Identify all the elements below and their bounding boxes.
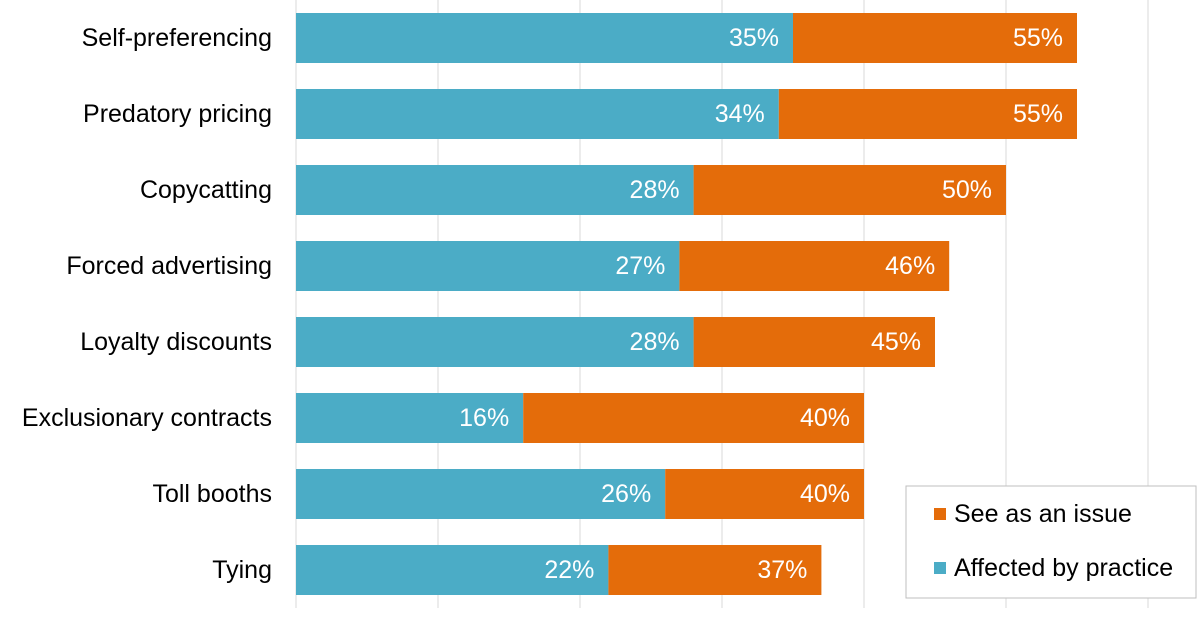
data-label: 46% [885,252,935,280]
bar-affected [296,317,694,367]
bar-affected [296,469,666,519]
category-label: Self-preferencing [82,24,272,52]
data-label: 55% [1013,24,1063,52]
category-labels: Self-preferencing Predatory pricing Copyca… [22,24,272,584]
category-label: Tying [212,556,272,584]
category-label: Forced advertising [66,252,272,280]
bar-affected [296,241,680,291]
data-label: 34% [715,100,765,128]
data-label: 55% [1013,100,1063,128]
bar-affected [296,89,779,139]
category-label: Toll booths [152,480,272,508]
data-label: 26% [601,480,651,508]
legend-label: Affected by practice [954,554,1173,582]
legend: See as an issue Affected by practice [905,485,1197,599]
bar-affected [296,545,609,595]
legend-swatch [934,508,946,520]
bar-issue [665,469,864,519]
data-label: 37% [757,556,807,584]
legend-label: See as an issue [954,500,1132,528]
bar-issue [793,13,1077,63]
bar-affected [296,393,524,443]
legend-swatch [934,562,946,574]
data-label: 16% [459,404,509,432]
data-label: 28% [630,328,680,356]
legend-box [905,485,1197,599]
bar-issue [778,89,1077,139]
bar-affected [296,165,694,215]
bar-affected [296,13,793,63]
data-label: 45% [871,328,921,356]
data-label: 35% [729,24,779,52]
category-label: Predatory pricing [83,100,272,128]
bar-issue [693,317,935,367]
bar-issue [679,241,950,291]
data-label: 50% [942,176,992,204]
bar-issue [523,393,864,443]
data-label: 40% [800,404,850,432]
bar-issue [608,545,822,595]
category-label: Loyalty discounts [80,328,272,356]
bar-issue [693,165,1006,215]
category-label: Copycatting [140,176,272,204]
category-label: Exclusionary contracts [22,404,272,432]
data-label: 28% [630,176,680,204]
bars: 35% 55% 34% 55% 28% 50% 27% 46% 28% 45% 16% 40% 26% 4… [296,13,1077,595]
data-label: 40% [800,480,850,508]
data-label: 27% [615,252,665,280]
data-label: 22% [544,556,594,584]
